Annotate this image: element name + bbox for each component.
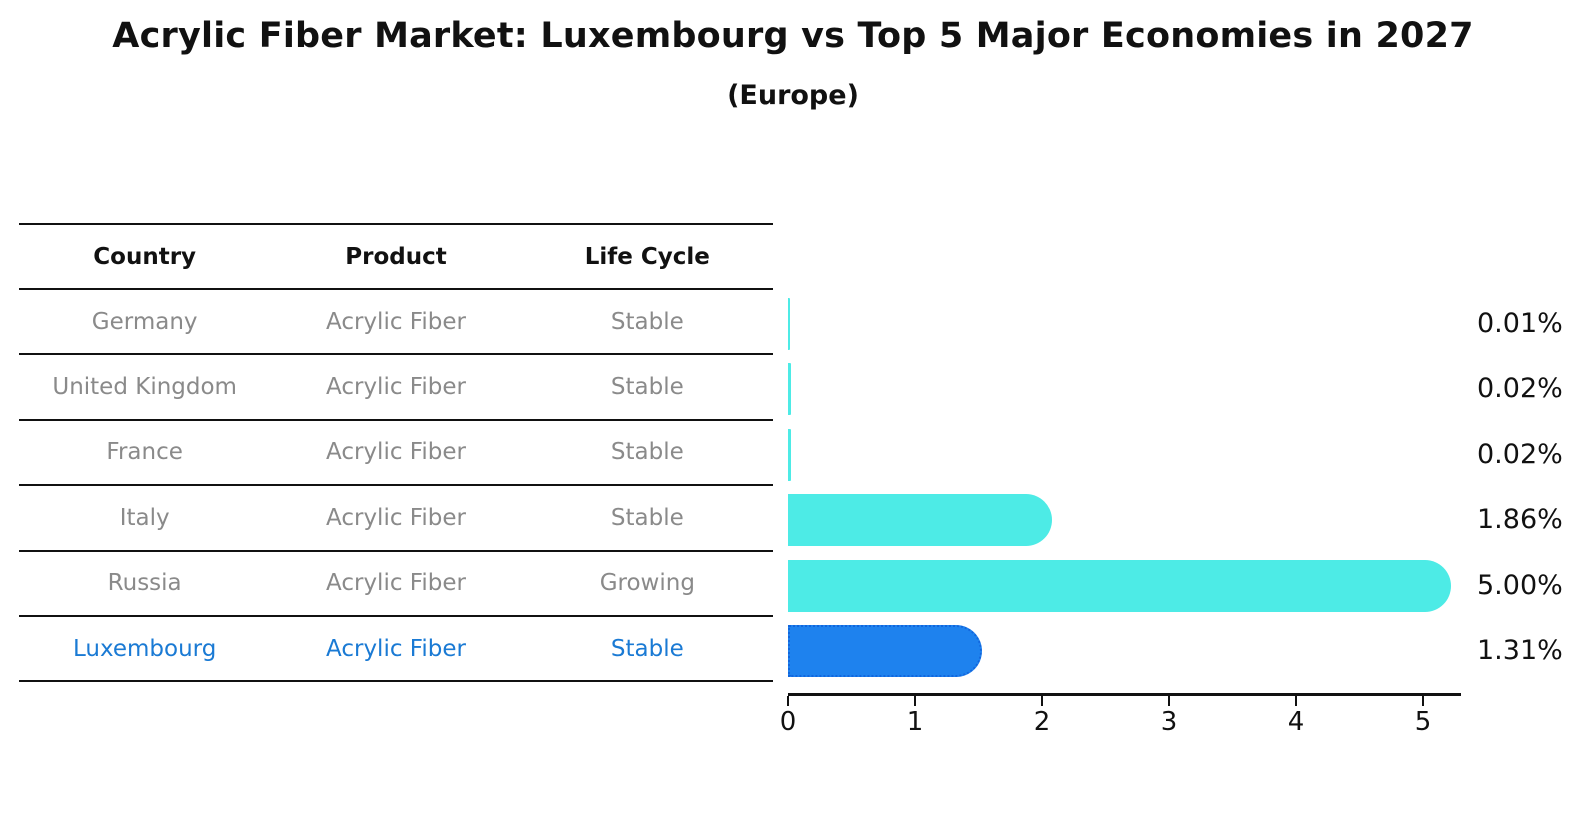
country-table: Country Product Life Cycle Germany Acryli… <box>19 223 773 683</box>
x-tick-label: 5 <box>1414 707 1432 737</box>
value-label: 0.02% <box>1477 373 1563 404</box>
table-cell-product: Acrylic Fiber <box>326 635 466 662</box>
table-row: Italy Acrylic Fiber Stable <box>19 486 773 552</box>
value-label: 0.01% <box>1477 308 1563 339</box>
x-tick <box>1041 696 1043 706</box>
column-header-product: Product <box>345 243 447 270</box>
table-header-row: Country Product Life Cycle <box>19 225 773 290</box>
chart-title: Acrylic Fiber Market: Luxembourg vs Top … <box>112 16 1474 56</box>
x-axis-line <box>788 693 1461 696</box>
table-cell-product: Acrylic Fiber <box>326 439 466 466</box>
table-row: United Kingdom Acrylic Fiber Stable <box>19 355 773 421</box>
table-cell-life-cycle: Stable <box>610 308 684 335</box>
table-cell-life-cycle: Growing <box>599 570 695 597</box>
table-cell-life-cycle: Stable <box>610 504 684 531</box>
table-cell-country: Italy <box>119 504 170 531</box>
table-cell-product: Acrylic Fiber <box>326 308 466 335</box>
x-tick <box>914 696 916 706</box>
table-cell-country: Luxembourg <box>72 635 217 662</box>
value-label: 1.31% <box>1477 635 1563 666</box>
table-cell-life-cycle: Stable <box>610 635 684 662</box>
value-label: 5.00% <box>1477 570 1563 601</box>
chart-subtitle: (Europe) <box>727 80 859 111</box>
column-header-life-cycle: Life Cycle <box>584 243 710 270</box>
column-header-country: Country <box>93 243 197 270</box>
value-label: 0.02% <box>1477 439 1563 470</box>
table-cell-country: France <box>106 439 183 466</box>
table-cell-product: Acrylic Fiber <box>326 504 466 531</box>
table-cell-product: Acrylic Fiber <box>326 570 466 597</box>
x-tick <box>1422 696 1424 706</box>
x-tick-label: 2 <box>1033 707 1051 737</box>
table-cell-country: Germany <box>91 308 198 335</box>
x-tick <box>1168 696 1170 706</box>
table-body: Germany Acrylic Fiber Stable United Kingdom… <box>19 290 773 683</box>
table-cell-country: Russia <box>107 570 182 597</box>
table-cell-life-cycle: Stable <box>610 374 684 401</box>
bar-italy <box>788 494 1052 546</box>
bar-france <box>788 429 791 481</box>
table-row: Luxembourg Acrylic Fiber Stable <box>19 617 773 683</box>
table-cell-product: Acrylic Fiber <box>326 374 466 401</box>
x-tick <box>1295 696 1297 706</box>
x-tick-label: 1 <box>906 707 924 737</box>
bar-united-kingdom <box>788 363 791 415</box>
table-cell-country: United Kingdom <box>52 374 237 401</box>
bar-russia <box>788 560 1451 612</box>
bar-luxembourg <box>788 625 982 677</box>
x-tick-label: 4 <box>1287 707 1305 737</box>
value-label: 1.86% <box>1477 504 1563 535</box>
bar-germany <box>788 298 790 350</box>
table-row: France Acrylic Fiber Stable <box>19 421 773 487</box>
table-row: Russia Acrylic Fiber Growing <box>19 552 773 617</box>
table-row: Germany Acrylic Fiber Stable <box>19 290 773 356</box>
x-tick <box>787 696 789 706</box>
x-tick-label: 0 <box>779 707 797 737</box>
x-tick-label: 3 <box>1160 707 1178 737</box>
table-cell-life-cycle: Stable <box>610 439 684 466</box>
